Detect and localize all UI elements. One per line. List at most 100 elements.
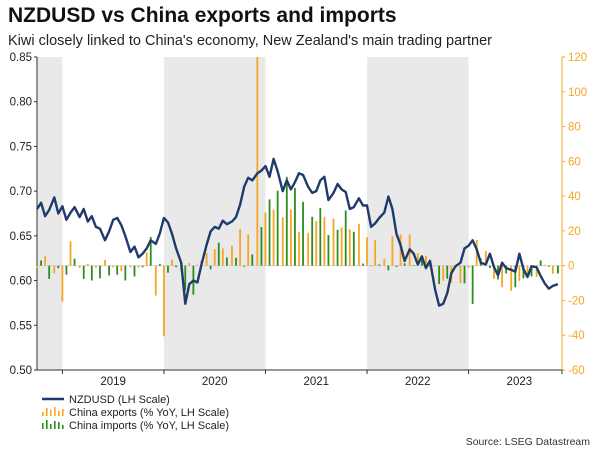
exports-bar [416, 253, 419, 266]
exports-bar [348, 229, 351, 266]
exports-bar [526, 265, 529, 277]
exports-bar [137, 265, 140, 268]
exports-bar [247, 234, 250, 266]
year-shade-band [163, 57, 266, 370]
right-tick-label: 120 [568, 52, 587, 64]
imports-bar [175, 265, 178, 268]
imports-bar [116, 265, 119, 275]
exports-bar [213, 249, 216, 266]
legend-exports-swatch [46, 408, 48, 416]
exports-bar [543, 264, 546, 266]
legend-exports-swatch [50, 410, 52, 416]
legend-exports-swatch [62, 409, 64, 416]
exports-bar [69, 241, 72, 266]
imports-bar [352, 231, 355, 266]
imports-bar [184, 265, 187, 291]
right-tick-label: 0 [568, 261, 574, 273]
imports-bar [124, 265, 127, 281]
imports-bar [99, 265, 101, 279]
legend-imports-swatch [62, 425, 64, 429]
right-tick-label: -60 [568, 365, 585, 377]
imports-bar [158, 264, 161, 266]
exports-bar [518, 265, 521, 281]
imports-bar [57, 265, 60, 269]
left-tick-label: 0.80 [10, 97, 32, 109]
exports-bar [358, 223, 360, 266]
imports-bar [395, 265, 398, 267]
imports-bar [235, 257, 237, 266]
imports-bar [243, 265, 246, 267]
exports-bar [442, 265, 445, 281]
exports-bar [256, 57, 259, 266]
exports-bar [112, 265, 115, 268]
exports-bar [61, 265, 64, 302]
imports-bar [557, 265, 559, 274]
exports-bar [36, 265, 38, 269]
exports-bar [120, 265, 123, 272]
x-tick-label: 2021 [303, 376, 329, 388]
exports-bar [315, 221, 318, 266]
imports-bar [489, 265, 491, 269]
exports-bar [484, 250, 487, 266]
exports-bar [467, 265, 470, 268]
exports-bar [434, 265, 436, 267]
imports-bar [311, 216, 314, 266]
imports-bar [141, 265, 144, 268]
exports-bar [94, 265, 97, 268]
imports-bar [40, 260, 42, 266]
exports-bar [493, 265, 495, 279]
imports-bar [370, 265, 372, 267]
exports-bar [129, 265, 132, 268]
legend-imports-swatch [58, 422, 60, 429]
exports-bar [196, 264, 199, 266]
imports-bar [276, 190, 279, 266]
left-tick-label: 0.85 [10, 52, 32, 64]
legend-imports-swatch [42, 423, 44, 429]
x-tick-label: 2020 [202, 376, 228, 388]
exports-bar [281, 217, 284, 266]
imports-bar [217, 242, 220, 266]
imports-bar [319, 208, 322, 266]
imports-bar [260, 227, 263, 266]
exports-bar [205, 253, 208, 266]
exports-bar [188, 263, 191, 266]
exports-bar [104, 259, 106, 266]
imports-bar [268, 199, 271, 266]
right-tick-label: -20 [568, 295, 585, 307]
legend-exports-swatch [42, 412, 44, 416]
exports-bar [383, 258, 386, 266]
left-tick-label: 0.55 [10, 320, 32, 332]
imports-bar [446, 265, 449, 279]
imports-bar [505, 265, 508, 274]
exports-bar [332, 218, 335, 266]
left-tick-label: 0.70 [10, 186, 32, 198]
imports-bar [167, 265, 169, 273]
exports-bar [78, 265, 81, 268]
exports-bar [154, 265, 157, 296]
exports-bar [53, 265, 56, 274]
right-tick-label: 20 [568, 226, 581, 238]
right-tick-label: 80 [568, 122, 581, 134]
source-note: Source: LSEG Datastream [465, 436, 590, 448]
left-tick-label: 0.50 [10, 365, 32, 377]
exports-bar [264, 212, 267, 266]
imports-bar [251, 254, 254, 266]
imports-bar [302, 201, 304, 266]
imports-bar [285, 176, 288, 266]
imports-bar [463, 265, 466, 284]
left-tick-label: 0.60 [10, 276, 32, 288]
imports-bar [539, 260, 542, 266]
chart-subtitle: Kiwi closely linked to China's economy, … [8, 33, 492, 49]
imports-bar [522, 265, 525, 279]
imports-bar [547, 265, 550, 267]
exports-bar [323, 216, 326, 266]
exports-bar [551, 265, 554, 274]
exports-bar [289, 209, 292, 266]
legend-imports-swatch [46, 420, 48, 429]
left-tick-label: 0.75 [10, 141, 32, 153]
imports-bar [412, 265, 415, 266]
nzdusd-line [35, 157, 559, 307]
imports-bar [403, 263, 406, 266]
imports-bar [294, 187, 296, 266]
